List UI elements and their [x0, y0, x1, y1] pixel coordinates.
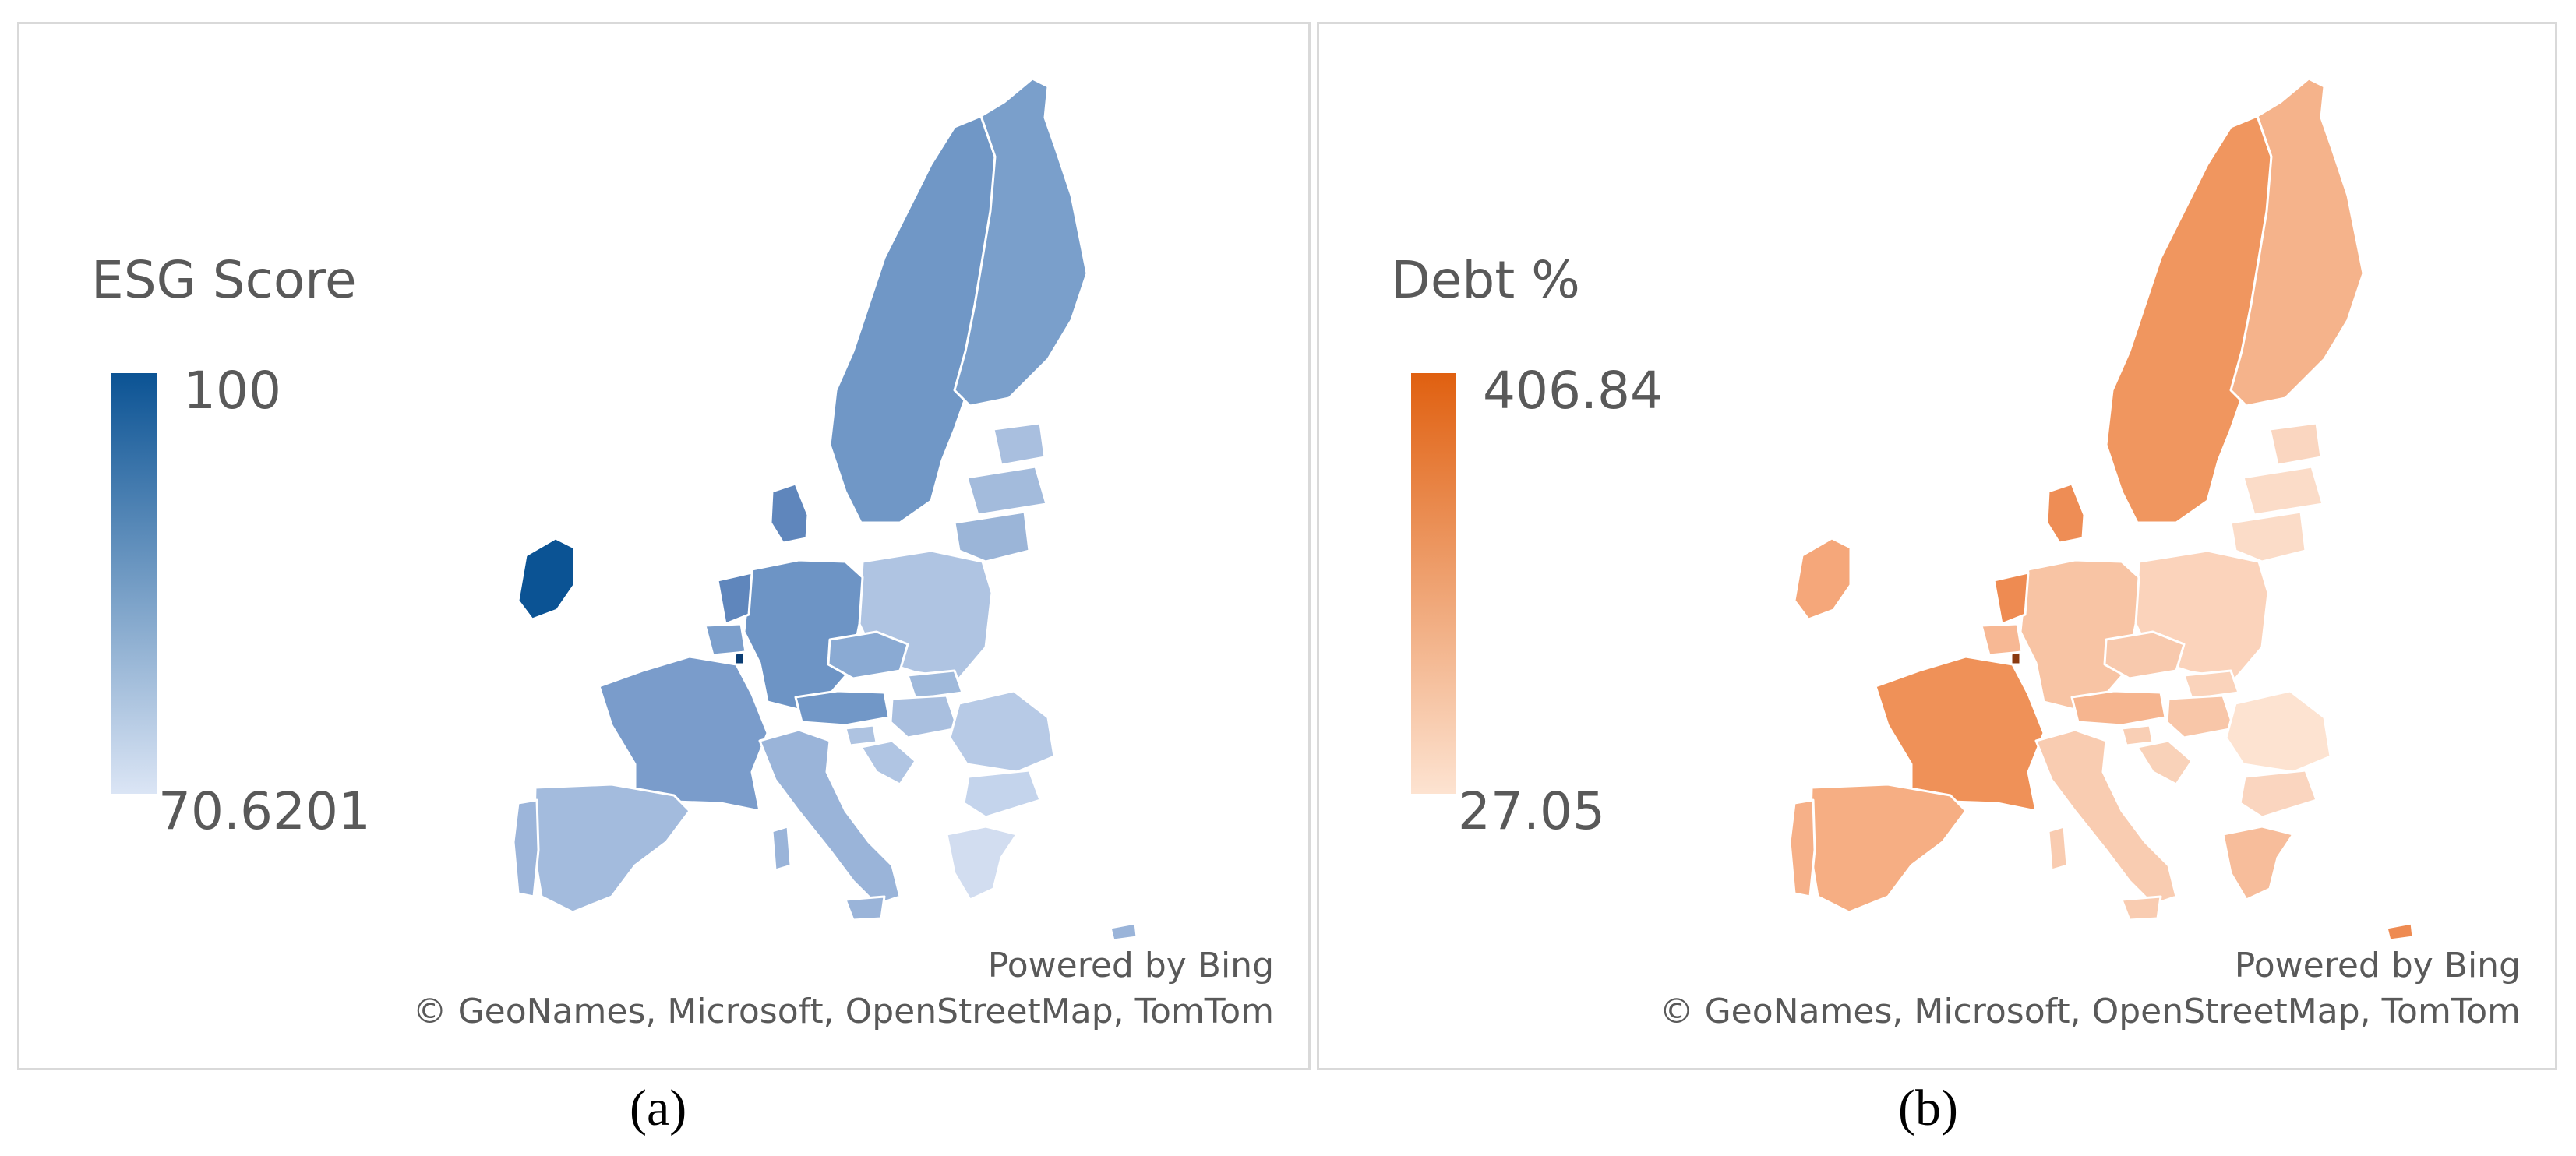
country-spain: [1808, 783, 1967, 914]
country-portugal: [512, 798, 540, 898]
country-sweden: [2105, 115, 2273, 524]
country-hungary: [2165, 694, 2235, 739]
country-romania: [948, 689, 1056, 774]
country-germany: [2019, 559, 2140, 711]
country-latvia: [965, 465, 1048, 516]
country-bulgaria: [2239, 769, 2318, 819]
country-hungary: [889, 694, 959, 739]
country-france: [598, 655, 769, 812]
country-luxembourg: [733, 650, 746, 666]
legend-max-value: 406.84: [1483, 361, 1663, 421]
country-portugal: [1788, 798, 1816, 898]
country-ireland: [1793, 537, 1852, 621]
country-slovakia: [2183, 669, 2240, 700]
country-slovakia: [906, 669, 964, 700]
country-austria: [794, 689, 891, 727]
legend-max-value: 100: [183, 361, 281, 421]
country-spain: [532, 783, 691, 914]
country-austria: [2070, 689, 2167, 727]
powered-by-credit: Powered by Bing: [2234, 946, 2521, 985]
map-panel-debt: Debt % 406.84 27.05 Powered by Bing © Ge…: [1317, 22, 2557, 1070]
country-luxembourg: [2010, 650, 2022, 666]
country-sardinia: [2047, 825, 2069, 872]
map-data-credit: © GeoNames, Microsoft, OpenStreetMap, To…: [412, 992, 1274, 1031]
country-cyprus: [1109, 922, 1138, 942]
country-sicily: [2120, 895, 2162, 922]
country-denmark: [769, 482, 810, 545]
country-germany: [743, 559, 864, 711]
country-croatia: [2136, 739, 2193, 786]
country-italy: [758, 728, 902, 906]
country-estonia: [992, 421, 1046, 467]
legend-title: Debt %: [1391, 250, 1580, 310]
country-ireland: [517, 537, 576, 621]
country-belgium: [1980, 622, 2024, 657]
country-belgium: [704, 622, 747, 657]
country-romania: [2225, 689, 2332, 774]
map-data-credit: © GeoNames, Microsoft, OpenStreetMap, To…: [1659, 992, 2521, 1031]
country-netherlands: [716, 571, 753, 626]
caption-a: (a): [630, 1080, 687, 1137]
country-finland: [2229, 77, 2365, 407]
color-ramp: [1411, 373, 1456, 794]
eu-map-esg: [512, 77, 1138, 942]
country-bulgaria: [962, 769, 1042, 819]
country-lithuania: [2229, 510, 2307, 563]
country-sicily: [844, 895, 886, 922]
powered-by-credit: Powered by Bing: [987, 946, 1274, 985]
country-estonia: [2268, 421, 2323, 467]
country-sardinia: [771, 825, 792, 872]
country-greece: [945, 825, 1018, 901]
country-denmark: [2045, 482, 2086, 545]
country-italy: [2034, 728, 2178, 906]
country-czechia: [2103, 630, 2186, 680]
legend-min-value: 70.6201: [158, 781, 371, 841]
country-sweden: [828, 115, 997, 524]
caption-b: (b): [1898, 1080, 1958, 1137]
country-cyprus: [2385, 922, 2415, 942]
color-ramp: [111, 373, 157, 794]
country-croatia: [859, 739, 917, 786]
eu-map-debt: [1788, 77, 2415, 942]
country-netherlands: [1992, 571, 2030, 626]
country-czechia: [827, 630, 909, 680]
country-slovenia: [2120, 724, 2154, 747]
country-finland: [953, 77, 1089, 407]
country-slovenia: [844, 724, 878, 747]
legend-title: ESG Score: [91, 250, 357, 310]
country-lithuania: [953, 510, 1031, 563]
country-latvia: [2242, 465, 2324, 516]
country-france: [1874, 655, 2045, 812]
country-greece: [2221, 825, 2295, 901]
legend-min-value: 27.05: [1458, 781, 1605, 841]
map-panel-esg: ESG Score 100 70.6201 Powered by Bing © …: [17, 22, 1311, 1070]
